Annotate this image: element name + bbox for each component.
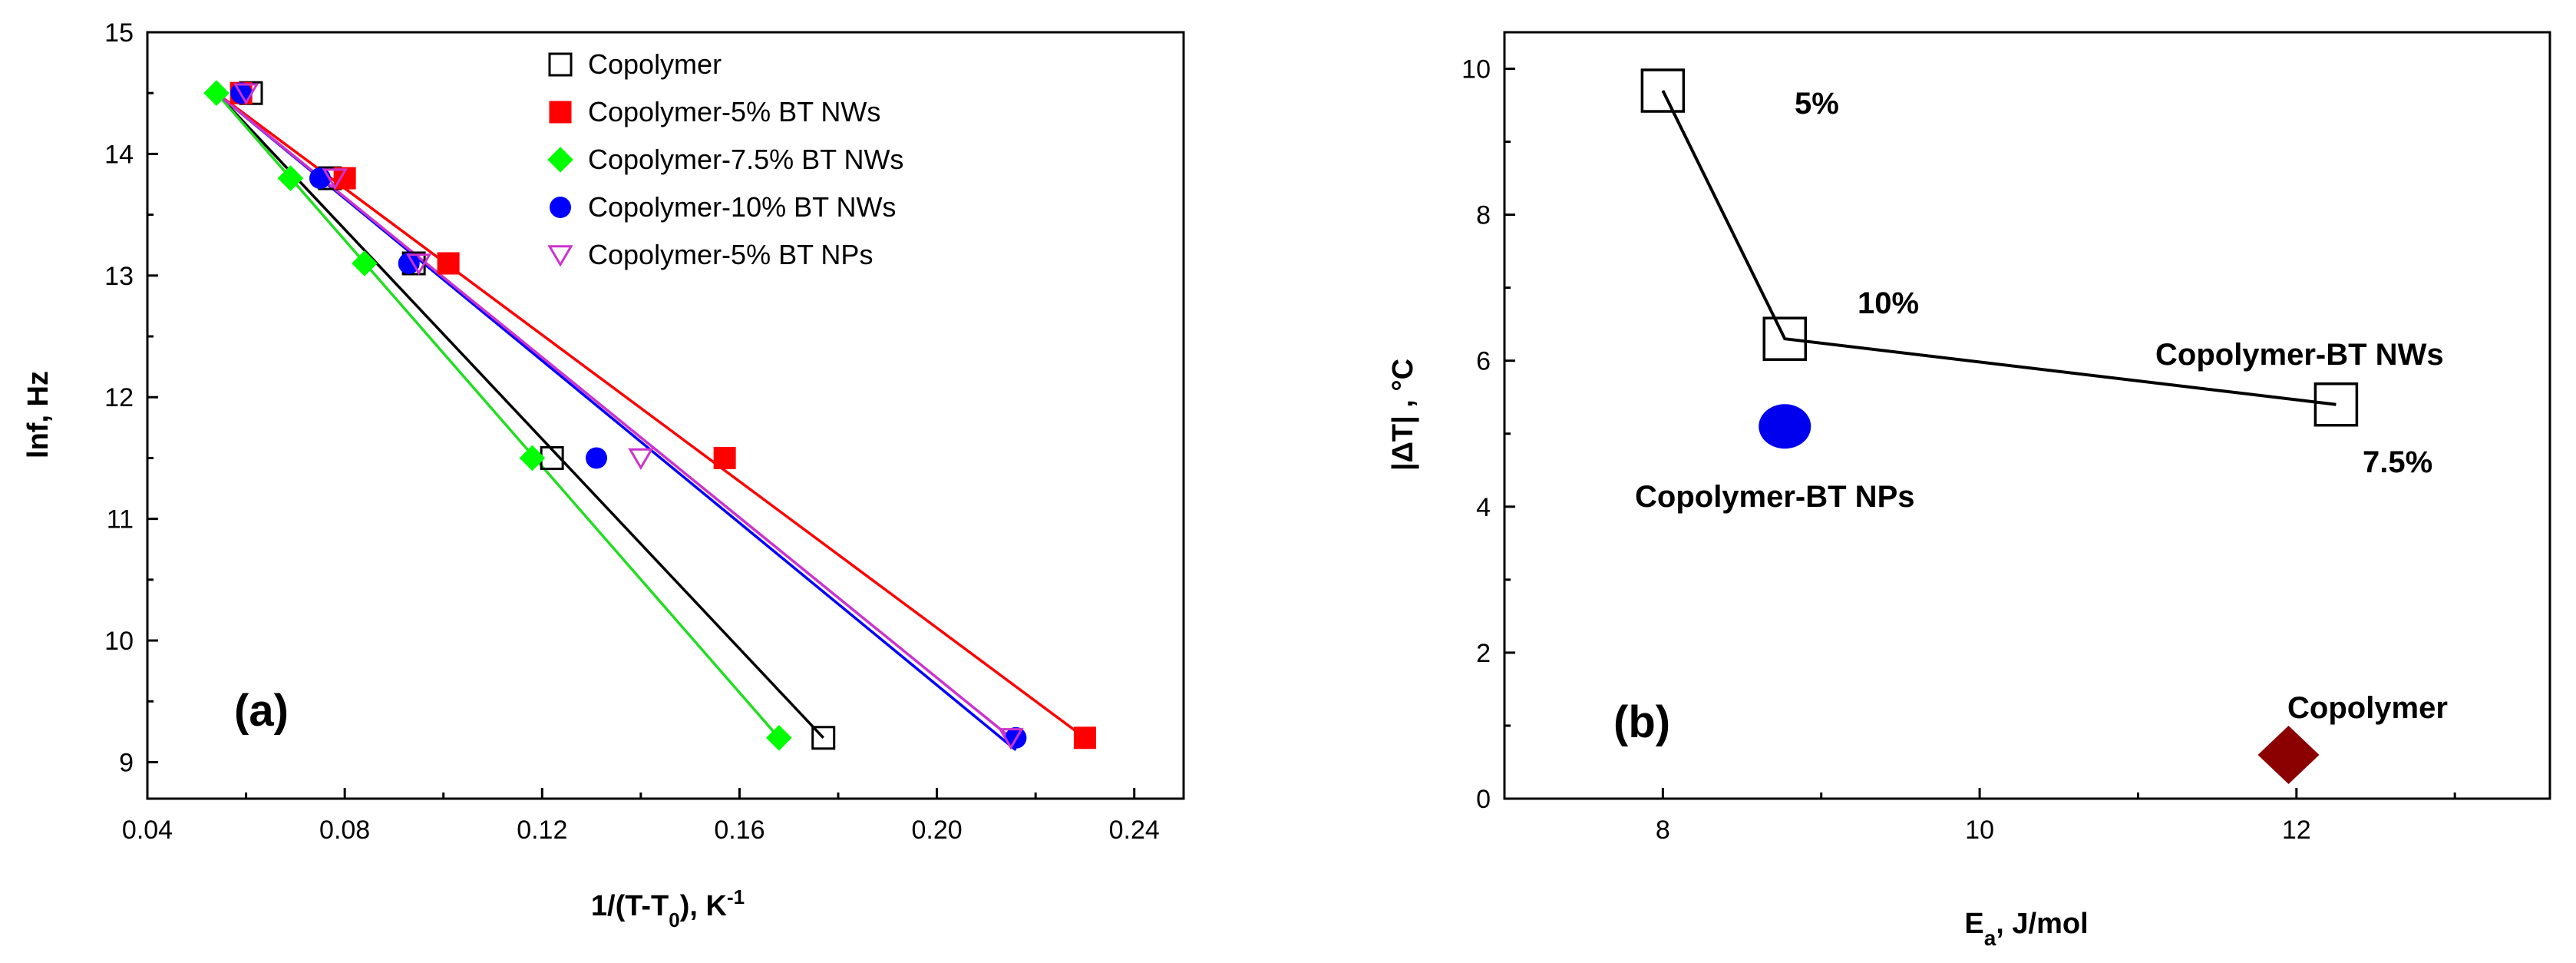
b-ytick-label: 2 bbox=[1476, 639, 1491, 668]
panel-b-xlabel-main: E bbox=[1964, 908, 1983, 940]
legend-marker-copolymer-5-bt-nws bbox=[549, 101, 572, 124]
a-xtick-label: 0.16 bbox=[714, 816, 765, 845]
b-ytick-label: 8 bbox=[1476, 201, 1491, 230]
marker-copolymer-7-5-bt-nws bbox=[519, 445, 546, 472]
marker-copolymer-5-bt-nws bbox=[437, 252, 460, 275]
b-ytick-label: 6 bbox=[1476, 347, 1491, 376]
legend-marker-copolymer-7-5-bt-nws bbox=[547, 147, 573, 173]
marker-copolymer-5-bt-nps bbox=[998, 728, 1024, 750]
panel-a-legend: Copolymer Copolymer-5% BT NWs Copolymer-7.… bbox=[547, 48, 903, 270]
a-xtick-label: 0.12 bbox=[517, 816, 567, 845]
a-ytick-label: 9 bbox=[119, 748, 134, 777]
marker-copolymer-7-5-bt-nws bbox=[352, 250, 378, 276]
annotation-copolymer: Copolymer bbox=[2287, 691, 2448, 725]
b-xtick-label: 8 bbox=[1656, 816, 1670, 845]
panel-a-fit-lines bbox=[215, 91, 1086, 751]
panel-b-y-axis: 0 2 4 6 8 10 bbox=[1461, 55, 1515, 814]
marker-copolymer-bt-nps bbox=[1759, 404, 1811, 449]
b-xtick-label: 10 bbox=[1965, 816, 1994, 845]
a-ytick-label: 10 bbox=[104, 627, 134, 656]
legend-label-copolymer-5-bt-nps: Copolymer-5% BT NPs bbox=[588, 239, 873, 270]
panel-a-xlabel-unit: ), K bbox=[680, 890, 728, 922]
panel-b-x-axis-title: Ea, J/mol bbox=[1964, 908, 2088, 950]
fit-line-copolymer-5-bt-nws bbox=[215, 91, 1086, 740]
marker-copolymer bbox=[2257, 725, 2320, 784]
panel-a-xlabel-sub: 0 bbox=[669, 908, 679, 932]
panel-a-markers bbox=[203, 80, 1096, 751]
panel-a-x-axis-title: 1/(T-T0), K-1 bbox=[591, 885, 745, 932]
panel-b-connect-lines bbox=[1661, 90, 2337, 406]
panel-a-y-axis-title: lnf, Hz bbox=[22, 371, 54, 458]
panel-a-label: (a) bbox=[234, 686, 289, 736]
b-ytick-label: 0 bbox=[1476, 785, 1491, 814]
panel-a-chart: 9 10 11 12 13 14 15 0.04 0.08 0.12 0.16 0.20 0.24 C… bbox=[22, 18, 1185, 932]
marker-copolymer-5-bt-nws bbox=[713, 446, 736, 469]
marker-copolymer-bt-nws bbox=[1762, 316, 1808, 361]
b-ytick-label: 10 bbox=[1461, 55, 1491, 84]
panel-a-y-axis: 9 10 11 12 13 14 15 bbox=[104, 18, 158, 777]
marker-copolymer bbox=[811, 726, 836, 750]
series-copolymer-7-5-bt-nws bbox=[203, 80, 792, 751]
marker-copolymer-7-5-bt-nws bbox=[203, 80, 230, 107]
annotation-copolymer-bt-nws: Copolymer-BT NWs bbox=[2155, 338, 2444, 372]
panel-b-label: (b) bbox=[1613, 697, 1670, 747]
panel-a-xlabel-sup: -1 bbox=[727, 885, 745, 908]
b-xtick-label: 12 bbox=[2282, 816, 2311, 845]
fit-line-copolymer-5-bt-nps bbox=[215, 91, 1012, 740]
fit-line-copolymer-7-5-bt-nws bbox=[215, 92, 781, 739]
panel-b-markers bbox=[1640, 68, 2359, 784]
marker-copolymer-bt-nws bbox=[2313, 382, 2359, 427]
b-ytick-label: 4 bbox=[1476, 493, 1491, 522]
panel-b-xlabel-unit: , J/mol bbox=[1996, 908, 2088, 940]
annotation-7-5pct: 7.5% bbox=[2363, 445, 2432, 479]
marker-copolymer-bt-nws bbox=[1640, 68, 1686, 113]
annotation-5pct: 5% bbox=[1795, 87, 1839, 121]
a-xtick-label: 0.20 bbox=[911, 816, 962, 845]
connect-line-copolymer-bt-nws bbox=[1661, 90, 2337, 406]
a-ytick-label: 12 bbox=[104, 383, 134, 412]
fit-line-copolymer bbox=[215, 92, 824, 739]
marker-copolymer-5-bt-nps bbox=[322, 168, 348, 190]
series-copolymer-bt-nps bbox=[1759, 404, 1811, 449]
legend-label-copolymer-10-bt-nws: Copolymer-10% BT NWs bbox=[588, 191, 896, 223]
legend-label-copolymer-7-5-bt-nws: Copolymer-7.5% BT NWs bbox=[588, 144, 903, 175]
legend-label-copolymer: Copolymer bbox=[588, 48, 722, 80]
marker-copolymer-5-bt-nps bbox=[233, 83, 259, 105]
a-ytick-label: 14 bbox=[104, 140, 134, 169]
marker-copolymer-5-bt-nws bbox=[1073, 726, 1096, 750]
a-ytick-label: 13 bbox=[104, 262, 134, 291]
panel-a-xlabel-main: 1/(T-T bbox=[591, 890, 669, 922]
marker-copolymer-10-bt-nws bbox=[586, 447, 607, 469]
a-ytick-label: 15 bbox=[104, 18, 134, 48]
marker-copolymer-5-bt-nps bbox=[405, 253, 432, 276]
annotation-copolymer-bt-nps: Copolymer-BT NPs bbox=[1635, 480, 1915, 514]
a-ytick-label: 11 bbox=[107, 505, 134, 534]
a-xtick-label: 0.08 bbox=[319, 816, 370, 845]
panel-b-xlabel-sub: a bbox=[1984, 926, 1996, 950]
series-copolymer-5-bt-nps bbox=[233, 83, 1024, 750]
series-copolymer-10-bt-nws bbox=[230, 82, 1027, 749]
series-copolymer-bt-nws bbox=[1640, 68, 2359, 427]
a-xtick-label: 0.04 bbox=[122, 816, 173, 845]
panel-b-x-axis: 8 10 12 bbox=[1503, 788, 2456, 845]
legend-marker-copolymer bbox=[548, 52, 573, 77]
series-copolymer bbox=[2257, 725, 2320, 784]
marker-copolymer-7-5-bt-nws bbox=[766, 724, 792, 751]
panel-b-chart: 0 2 4 6 8 10 8 10 12 (b) |ΔT| , °C Ea, J/mol 5%… bbox=[1387, 31, 2551, 950]
panel-a-x-axis: 0.04 0.08 0.12 0.16 0.20 0.24 bbox=[122, 788, 1160, 845]
annotation-10pct: 10% bbox=[1858, 286, 1919, 320]
panel-a-plot-frame bbox=[146, 31, 1185, 800]
legend-label-copolymer-5-bt-nws: Copolymer-5% BT NWs bbox=[588, 96, 880, 127]
a-xtick-label: 0.24 bbox=[1109, 816, 1160, 845]
legend-marker-copolymer-10-bt-nws bbox=[550, 197, 571, 218]
panel-b-y-axis-title: |ΔT| , °C bbox=[1387, 359, 1419, 471]
legend-marker-copolymer-5-bt-nps bbox=[547, 245, 573, 267]
panel-b-plot-frame bbox=[1503, 31, 2551, 800]
marker-copolymer-7-5-bt-nws bbox=[277, 165, 304, 191]
marker-copolymer-5-bt-nps bbox=[628, 448, 654, 471]
marker-copolymer-10-bt-nws bbox=[398, 252, 420, 274]
